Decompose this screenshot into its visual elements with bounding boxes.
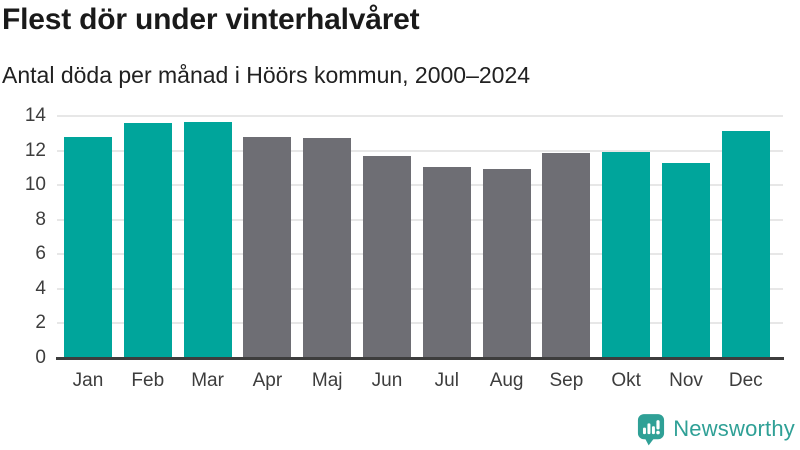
x-axis-line bbox=[56, 357, 784, 360]
gridline-y-8 bbox=[57, 218, 783, 221]
x-axis-label-jul: Jul bbox=[434, 370, 459, 391]
newsworthy-wordmark: Newsworthy bbox=[673, 416, 795, 441]
bar-jul bbox=[422, 166, 471, 357]
y-axis-tick-label-2: 2 bbox=[35, 312, 46, 334]
x-axis-label-aug: Aug bbox=[489, 370, 524, 391]
gridline-y-14 bbox=[57, 115, 783, 117]
bar-okt bbox=[602, 152, 651, 357]
chart-subtitle: Antal döda per månad i Höörs kommun, 200… bbox=[2, 62, 531, 88]
y-axis-tick-label-14: 14 bbox=[24, 105, 46, 126]
x-axis-label-okt: Okt bbox=[611, 370, 641, 391]
x-axis-label-dec: Dec bbox=[728, 370, 763, 391]
bar-sep bbox=[542, 153, 591, 357]
bar-jan bbox=[64, 137, 112, 357]
bar-apr bbox=[243, 136, 292, 357]
bar-dec bbox=[721, 131, 770, 357]
bar-feb bbox=[123, 122, 172, 357]
gridline-y-10 bbox=[57, 184, 783, 187]
y-axis-tick-label-10: 10 bbox=[24, 174, 46, 196]
y-axis-tick-label-12: 12 bbox=[24, 139, 46, 161]
x-axis-label-jan: Jan bbox=[72, 370, 104, 391]
bar-mar bbox=[183, 121, 232, 357]
newsworthy-logo: Newsworthy bbox=[637, 412, 795, 446]
x-axis-label-apr: Apr bbox=[252, 370, 283, 391]
y-axis-tick-label-8: 8 bbox=[35, 208, 46, 230]
gridline-y-2 bbox=[57, 322, 783, 325]
chart-title: Flest dör under vinterhalvåret bbox=[2, 3, 420, 36]
gridline-y-4 bbox=[57, 287, 783, 290]
newsworthy-bar-chart-bubble-icon bbox=[638, 413, 665, 445]
x-axis-label-nov: Nov bbox=[669, 370, 703, 391]
x-axis-label-mar: Mar bbox=[191, 370, 224, 391]
gridline-y-12 bbox=[57, 149, 783, 152]
bar-aug bbox=[482, 168, 531, 357]
x-axis-label-feb: Feb bbox=[131, 370, 165, 391]
bar-maj bbox=[303, 138, 352, 357]
y-axis-tick-label-4: 4 bbox=[35, 277, 46, 299]
x-axis-label-maj: Maj bbox=[311, 370, 343, 391]
y-axis-tick-label-6: 6 bbox=[35, 243, 46, 265]
y-axis-tick-label-0: 0 bbox=[35, 347, 46, 368]
x-axis-label-sep: Sep bbox=[549, 370, 584, 391]
bar-nov bbox=[662, 163, 710, 357]
gridline-y-6 bbox=[57, 253, 783, 256]
bar-jun bbox=[363, 156, 411, 357]
x-axis-label-jun: Jun bbox=[371, 370, 403, 391]
